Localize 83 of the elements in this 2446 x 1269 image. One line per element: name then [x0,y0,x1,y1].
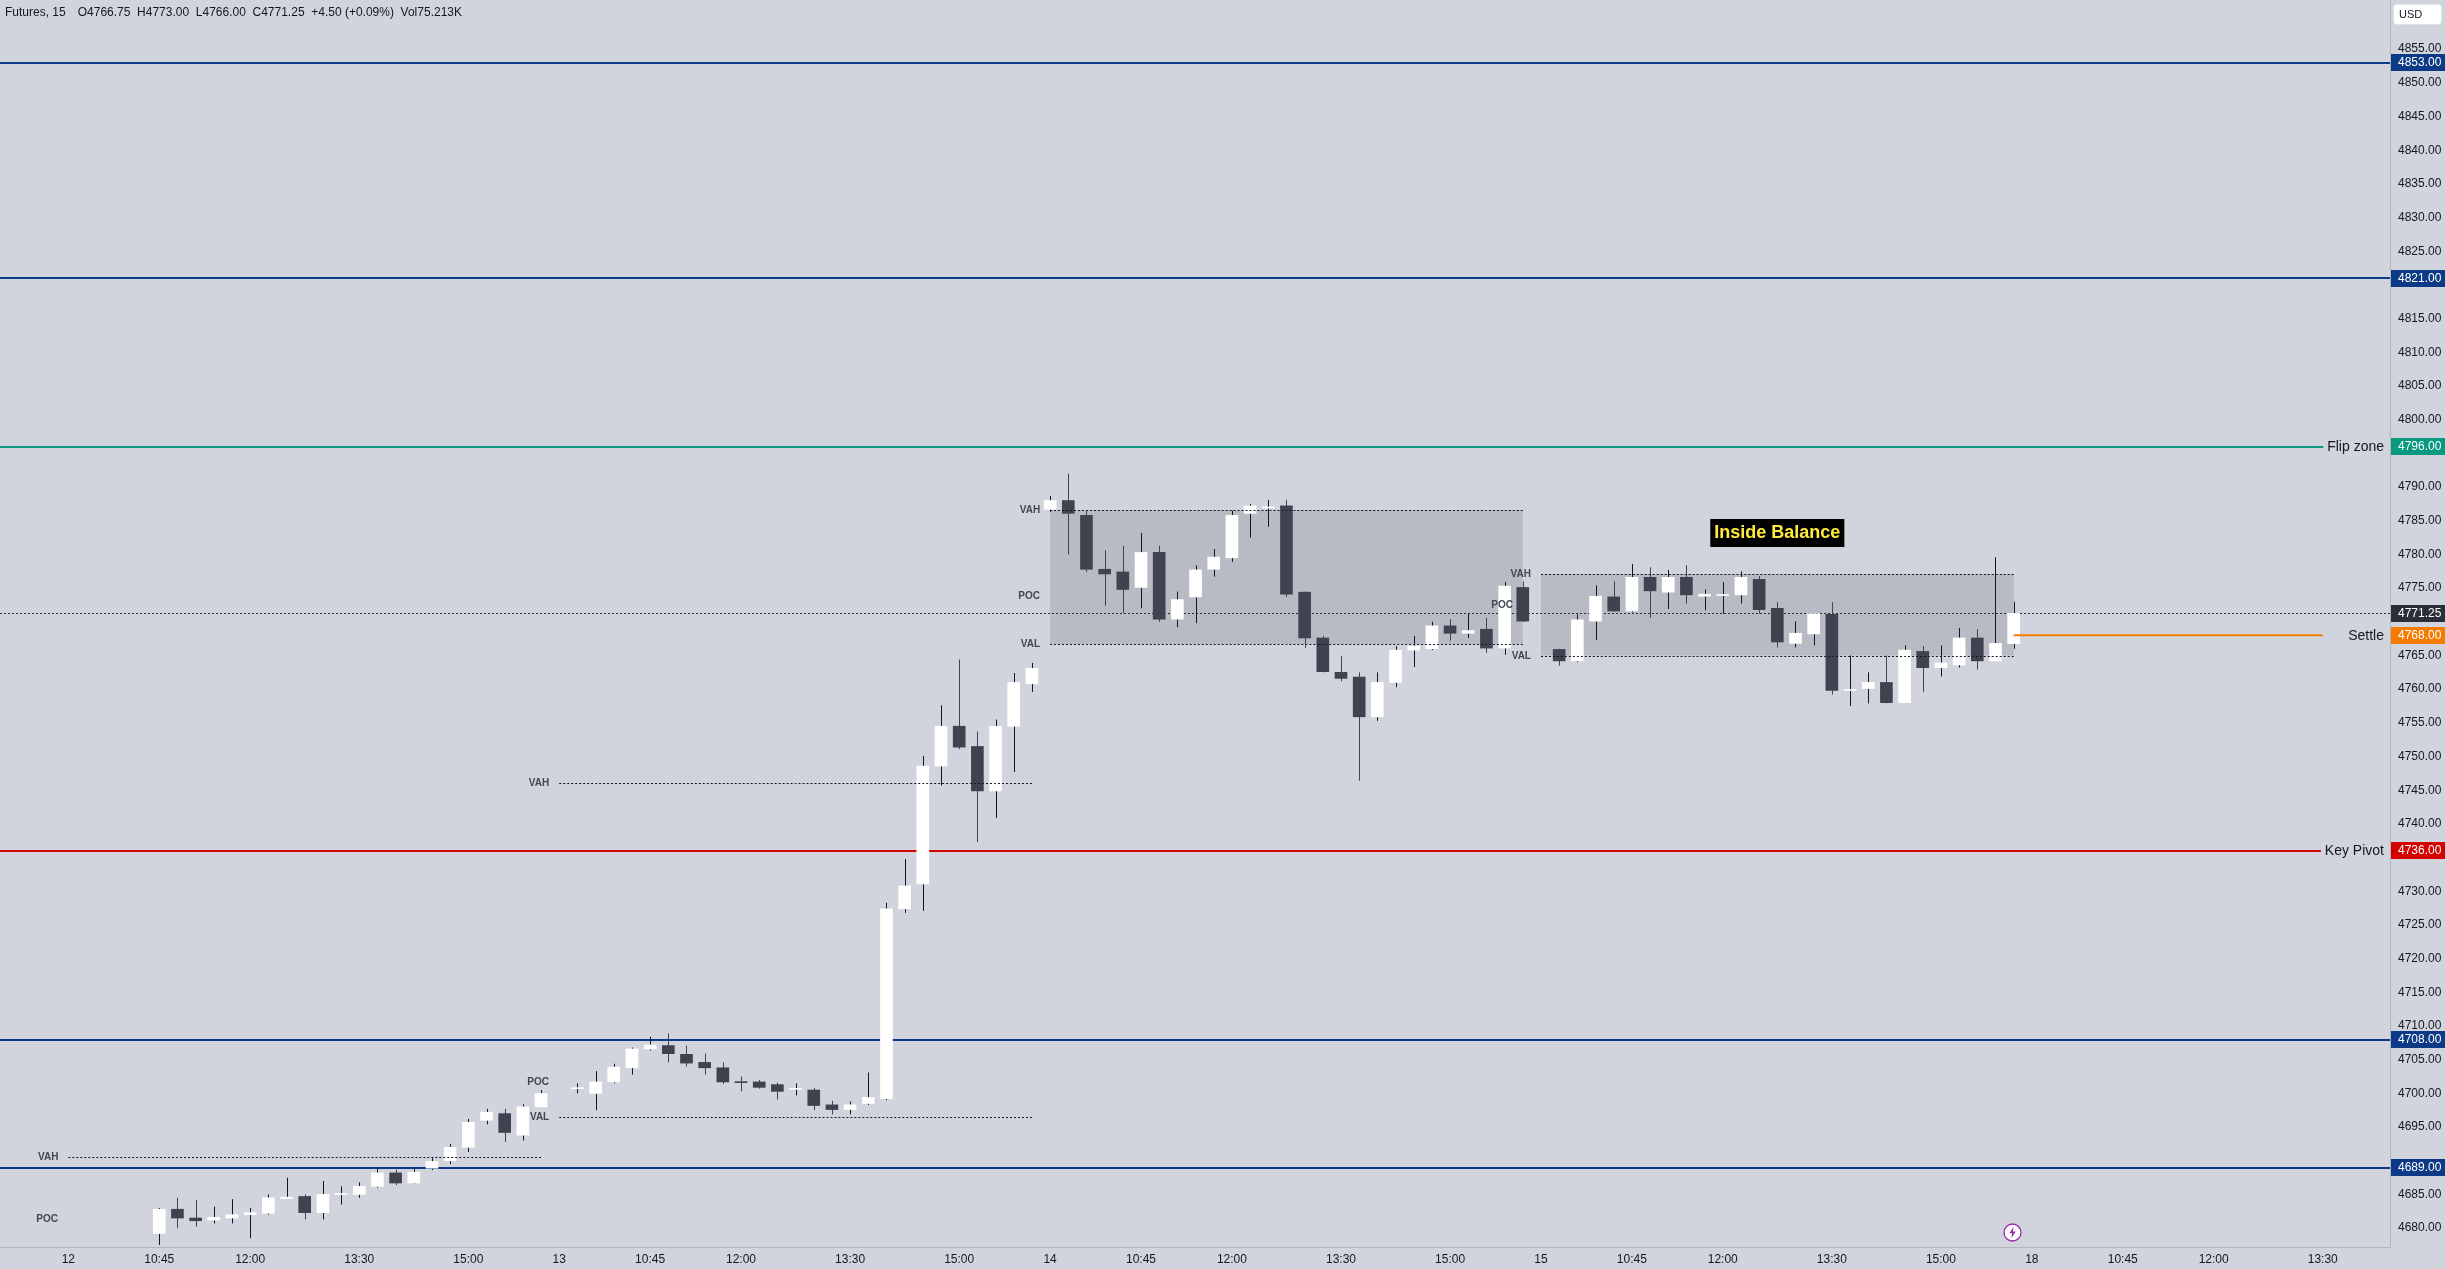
y-tick-label: 4780.00 [2398,546,2442,561]
y-tick-label: 4680.00 [2398,1220,2442,1235]
x-tick-label: 12:00 [235,1251,266,1266]
legend-label: Settle [2348,626,2385,643]
x-tick-label: 10:45 [1616,1251,1648,1266]
text: O4766.75 H4773.00 L4766.00 C4771.25 +4.50 (+0.09%) Vol75.213K [77,5,463,20]
y-tick-label: 4695.00 [2398,1119,2442,1134]
text: Futures, 15 [5,5,67,20]
y-tick-label: 4760.00 [2398,681,2442,696]
annotation: VAH [1510,568,1531,580]
y-tick-label: 4715.00 [2398,984,2442,999]
y-tick-label: 4853.00 [2398,54,2442,69]
annotation: VAH [1019,504,1041,516]
x-tick-label: 10:45 [144,1251,175,1266]
x-tick-label: 13:30 [835,1251,866,1266]
ref-line-label: Key Pivot [2324,842,2385,859]
x-tick-label: 13 [552,1251,567,1266]
text: POC [36,1213,58,1225]
y-tick-label: 4825.00 [2398,243,2442,258]
y-tick-label: 4685.00 [2398,1186,2442,1201]
y-tick-label: 4845.00 [2398,108,2442,123]
y-tick-label: 4815.00 [2398,310,2442,325]
y-tick-label: 4720.00 [2398,950,2442,965]
y-tick-label: 4725.00 [2398,917,2442,932]
y-tick-label: 4840.00 [2398,142,2442,157]
x-tick-label: 15:00 [1435,1251,1466,1266]
x-tick-label: 13:30 [2307,1251,2339,1266]
annotation: VAH [37,1150,59,1162]
y-tick-label: 4796.00 [2398,438,2442,453]
x-tick-label: 13:30 [344,1251,375,1266]
y-tick-label: 4710.00 [2398,1018,2442,1033]
x-tick-label: 12:00 [1707,1251,1739,1266]
x-tick-label: 15:00 [944,1251,975,1266]
series-label: Inside Balance [1714,522,1841,543]
x-tick-label: 10:45 [2107,1251,2139,1266]
x-tick-label: 12 [61,1251,76,1266]
y-axis-title: USD [2399,8,2423,21]
x-tick-label: 18 [2025,1251,2039,1266]
x-tick-label: 12:00 [2198,1251,2229,1266]
y-tick-label: 4740.00 [2398,816,2442,831]
y-tick-label: 4708.00 [2398,1031,2442,1046]
annotation: VAL [1511,649,1531,661]
x-tick-label: 10:45 [635,1251,666,1266]
y-tick-label: 4736.00 [2398,843,2442,858]
y-tick-label: 4855.00 [2398,41,2442,56]
y-tick-label: 4745.00 [2398,782,2442,797]
y-tick-label: 4830.00 [2398,209,2442,224]
y-tick-label: 4771.25 [2398,605,2442,620]
x-tick-label: 10:45 [1125,1251,1157,1266]
y-tick-label: 4850.00 [2398,75,2442,90]
y-tick-label: 4785.00 [2398,513,2442,528]
y-tick-label: 4805.00 [2398,378,2442,393]
x-tick-label: 12:00 [726,1251,757,1266]
annotation: POC [1018,590,1040,602]
y-tick-label: 4689.00 [2398,1159,2442,1174]
y-tick-label: 4835.00 [2398,176,2442,191]
y-tick-label: 4821.00 [2398,270,2442,285]
annotation: VAL [529,1111,550,1123]
x-tick-label: 15 [1534,1251,1548,1266]
x-tick-label: 15:00 [453,1251,484,1266]
y-tick-label: 4765.00 [2398,647,2442,662]
y-tick-label: 4700.00 [2398,1085,2442,1100]
y-tick-label: 4810.00 [2398,344,2442,359]
annotation: POC [527,1076,549,1088]
x-tick-label: 14 [1043,1251,1058,1266]
y-tick-label: 4750.00 [2398,748,2442,763]
ref-line-label: Flip zone [2327,438,2385,455]
y-tick-label: 4790.00 [2398,479,2442,494]
y-tick-label: 4800.00 [2398,412,2442,427]
candlestick [1316,635,1330,673]
y-tick-label: 4775.00 [2398,580,2442,595]
x-tick-label: 12:00 [1216,1251,1248,1266]
x-tick-label: 13:30 [1816,1251,1848,1266]
y-tick-label: 4768.00 [2398,627,2442,642]
candlestick [752,1079,766,1090]
annotation: VAL [1020,638,1041,650]
annotation: POC [1491,599,1513,611]
y-tick-label: 4705.00 [2398,1052,2442,1067]
y-tick-label: 4730.00 [2398,883,2442,898]
annotation: VAH [528,777,550,789]
x-tick-label: 13:30 [1325,1251,1357,1266]
y-tick-label: 4755.00 [2398,715,2442,730]
x-tick-label: 15:00 [1925,1251,1957,1266]
